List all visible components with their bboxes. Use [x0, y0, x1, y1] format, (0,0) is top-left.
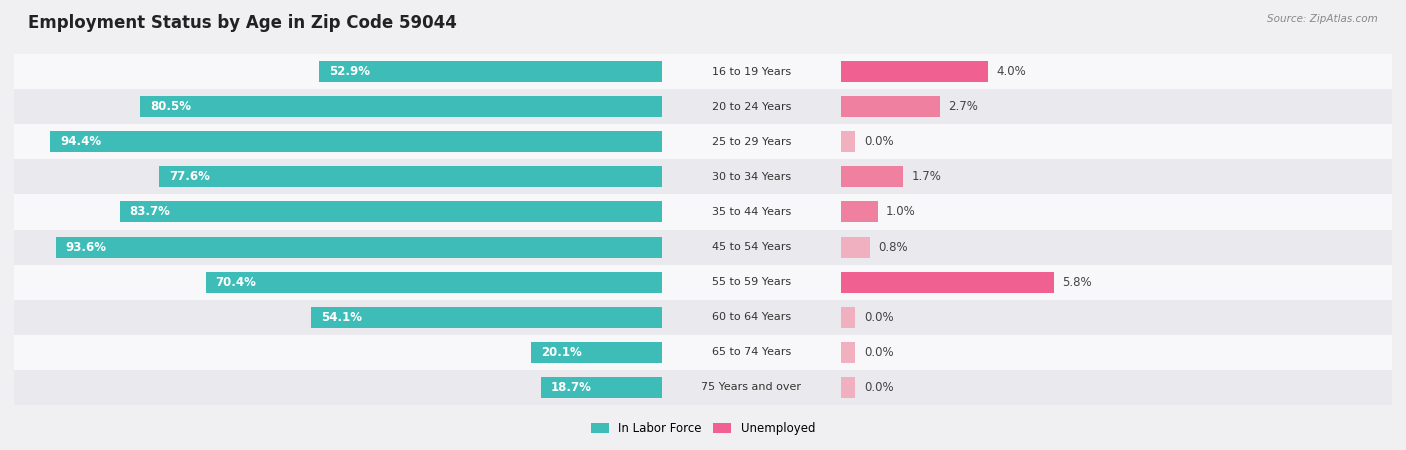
Bar [319, 61, 662, 82]
Text: 0.0%: 0.0% [863, 381, 893, 394]
Bar [841, 96, 941, 117]
Text: 0.0%: 0.0% [863, 135, 893, 148]
Bar [841, 342, 855, 363]
Bar [14, 265, 662, 300]
Bar [14, 370, 662, 405]
Bar [662, 265, 841, 300]
Bar [841, 237, 870, 257]
Text: 70.4%: 70.4% [215, 276, 256, 288]
Bar [205, 272, 662, 292]
Text: 45 to 54 Years: 45 to 54 Years [711, 242, 790, 252]
Bar [311, 307, 662, 328]
Text: 1.7%: 1.7% [911, 171, 942, 183]
Bar [841, 202, 877, 222]
Text: 77.6%: 77.6% [169, 171, 209, 183]
Text: 94.4%: 94.4% [60, 135, 101, 148]
Bar [141, 96, 662, 117]
Bar [841, 131, 855, 152]
Bar [841, 159, 1392, 194]
Text: 4.0%: 4.0% [995, 65, 1026, 78]
Text: 18.7%: 18.7% [550, 381, 591, 394]
Bar [841, 89, 1392, 124]
Bar [841, 377, 855, 398]
Bar [55, 237, 662, 257]
Text: 2.7%: 2.7% [948, 100, 979, 113]
Text: 60 to 64 Years: 60 to 64 Years [711, 312, 790, 322]
Text: 30 to 34 Years: 30 to 34 Years [711, 172, 790, 182]
Bar [841, 124, 1392, 159]
Text: Employment Status by Age in Zip Code 59044: Employment Status by Age in Zip Code 590… [28, 14, 457, 32]
Text: 0.0%: 0.0% [863, 346, 893, 359]
Bar [14, 230, 662, 265]
Text: 55 to 59 Years: 55 to 59 Years [711, 277, 790, 287]
Bar [51, 131, 662, 152]
Text: 1.0%: 1.0% [886, 206, 915, 218]
Bar [14, 335, 662, 370]
Bar [841, 307, 855, 328]
Text: 83.7%: 83.7% [129, 206, 170, 218]
Bar [841, 230, 1392, 265]
Bar [841, 265, 1392, 300]
Bar [662, 159, 841, 194]
Text: 20 to 24 Years: 20 to 24 Years [711, 102, 792, 112]
Bar [841, 54, 1392, 89]
Bar [662, 300, 841, 335]
Text: 25 to 29 Years: 25 to 29 Years [711, 137, 792, 147]
Bar [14, 159, 662, 194]
Text: 0.8%: 0.8% [879, 241, 908, 253]
Bar [120, 202, 662, 222]
Bar [662, 335, 841, 370]
Bar [841, 194, 1392, 230]
Bar [14, 89, 662, 124]
Text: 35 to 44 Years: 35 to 44 Years [711, 207, 790, 217]
Bar [841, 300, 1392, 335]
Bar [14, 54, 662, 89]
Bar [662, 194, 841, 230]
Bar [14, 124, 662, 159]
Text: 5.8%: 5.8% [1062, 276, 1092, 288]
Text: Source: ZipAtlas.com: Source: ZipAtlas.com [1267, 14, 1378, 23]
Bar [841, 61, 988, 82]
Text: 93.6%: 93.6% [65, 241, 107, 253]
Text: 20.1%: 20.1% [541, 346, 582, 359]
Text: 16 to 19 Years: 16 to 19 Years [711, 67, 790, 76]
Bar [841, 335, 1392, 370]
Bar [841, 272, 1054, 292]
Text: 52.9%: 52.9% [329, 65, 370, 78]
Text: 65 to 74 Years: 65 to 74 Years [711, 347, 790, 357]
Bar [841, 370, 1392, 405]
Bar [841, 166, 903, 187]
Bar [14, 300, 662, 335]
Bar [662, 124, 841, 159]
Bar [662, 370, 841, 405]
Bar [540, 377, 662, 398]
Bar [14, 194, 662, 230]
Bar [662, 89, 841, 124]
Text: 0.0%: 0.0% [863, 311, 893, 324]
Text: 75 Years and over: 75 Years and over [702, 382, 801, 392]
Text: 80.5%: 80.5% [150, 100, 191, 113]
Bar [662, 230, 841, 265]
Legend: In Labor Force, Unemployed: In Labor Force, Unemployed [586, 417, 820, 440]
Text: 54.1%: 54.1% [321, 311, 361, 324]
Bar [159, 166, 662, 187]
Bar [531, 342, 662, 363]
Bar [662, 54, 841, 89]
